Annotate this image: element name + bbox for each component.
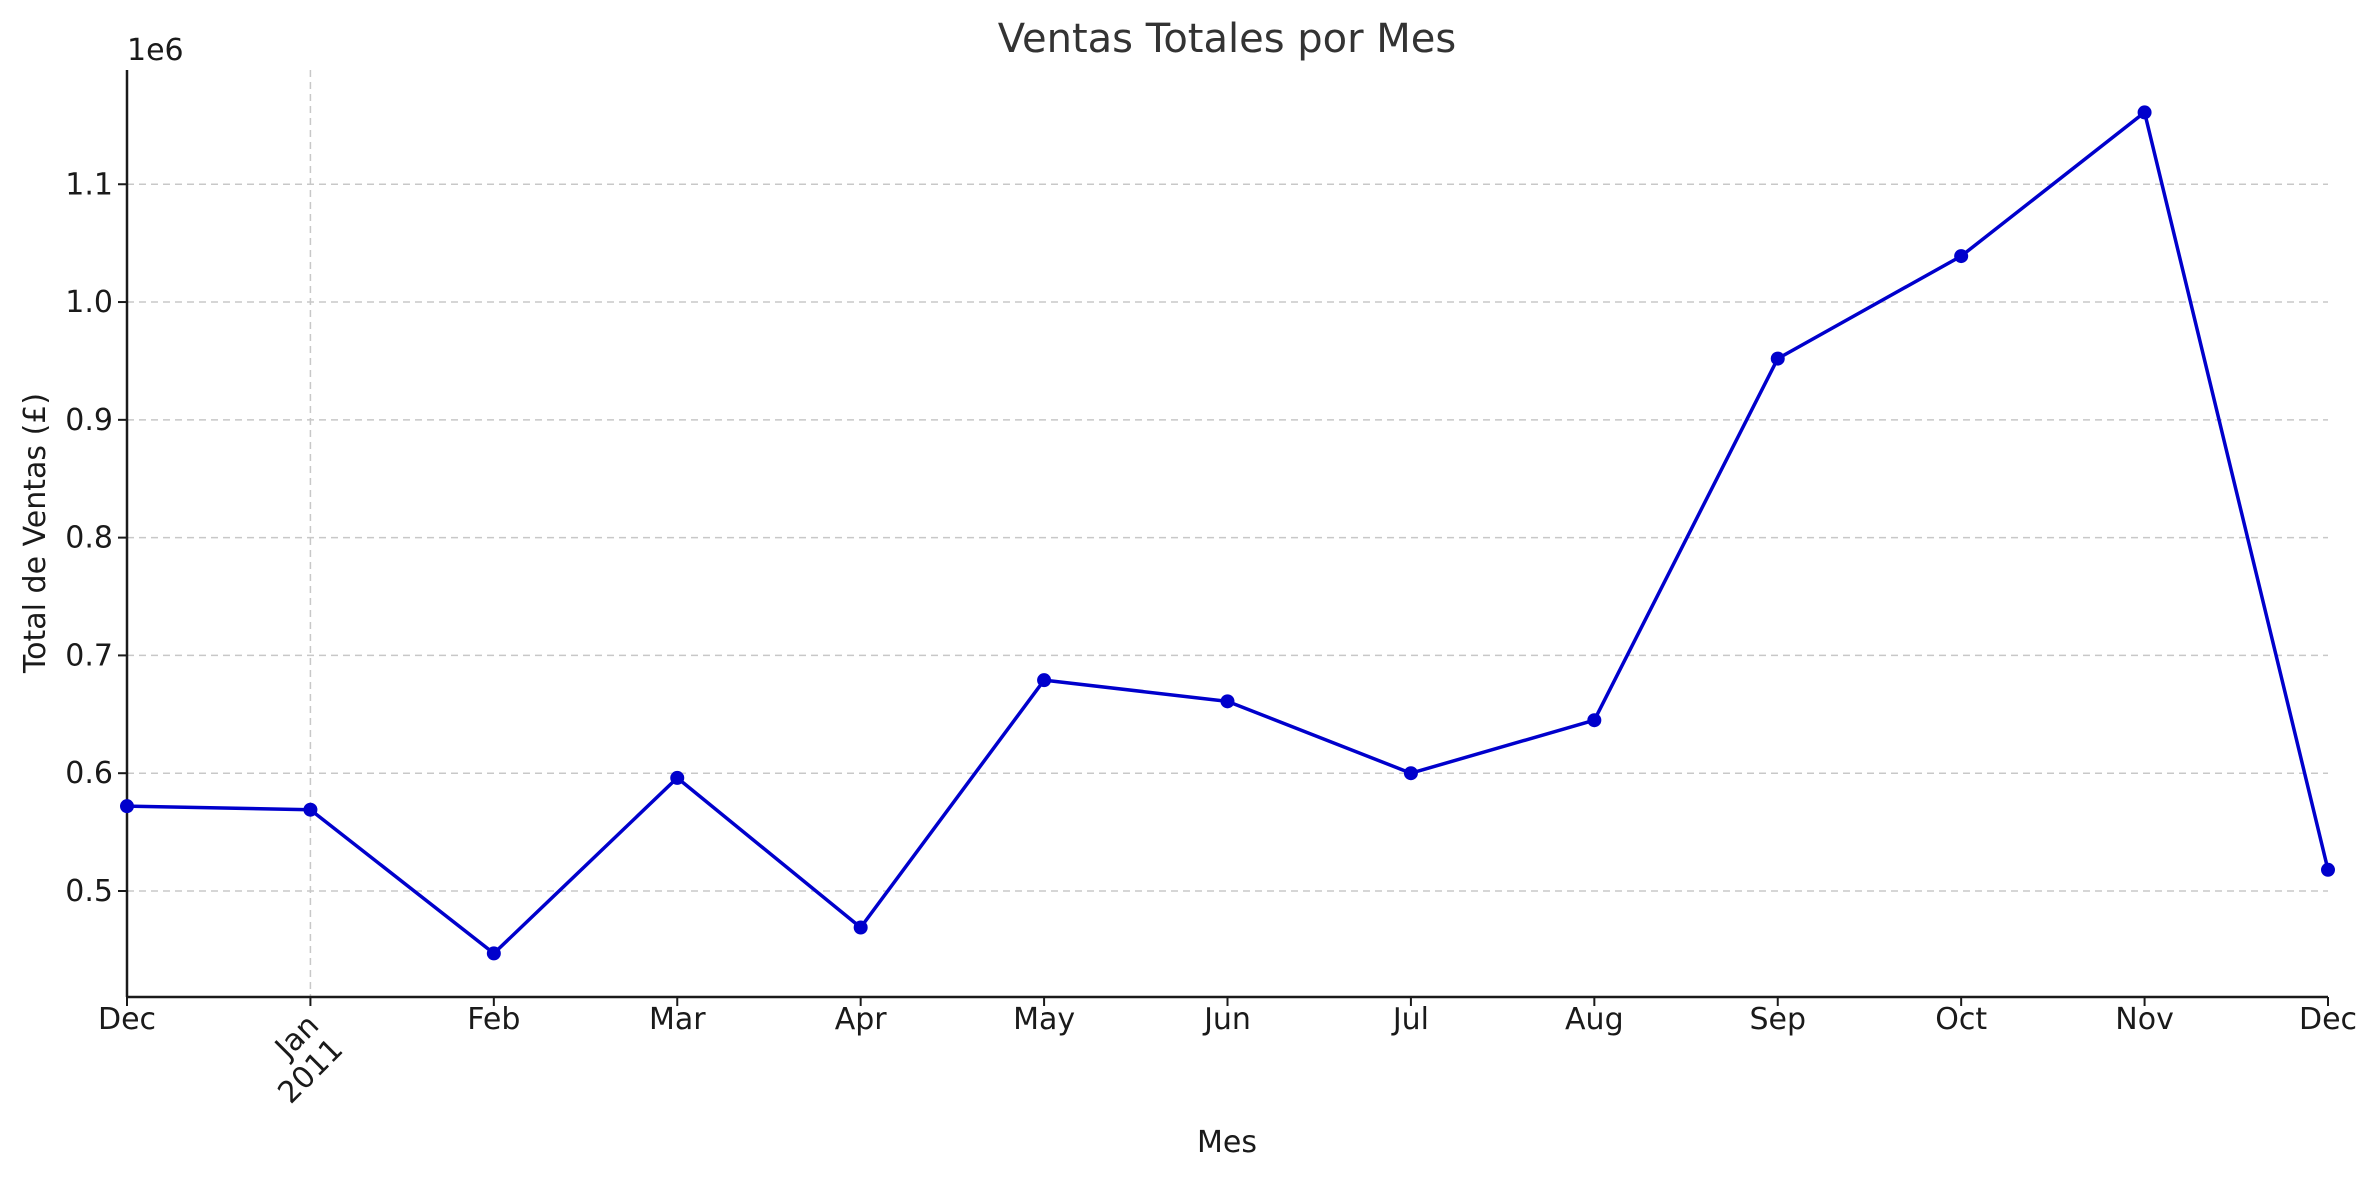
- x-tick-label: Apr: [835, 1002, 888, 1037]
- x-tick-label: May: [1013, 1002, 1075, 1037]
- x-tick-label: Nov: [2115, 1002, 2174, 1037]
- data-point: [2321, 862, 2335, 877]
- data-point: [853, 920, 868, 935]
- y-tick-label: 0.5: [65, 874, 113, 909]
- y-offset-label: 1e6: [127, 33, 184, 68]
- series: [120, 105, 2335, 961]
- x-tick-label: Mar: [649, 1002, 706, 1037]
- x-tick-label: Jun: [1202, 1002, 1251, 1037]
- y-tick-label: 1.0: [65, 285, 113, 320]
- data-point: [2137, 105, 2152, 120]
- x-tick-label: Aug: [1565, 1002, 1624, 1037]
- data-point: [1037, 673, 1052, 688]
- y-tick-label: 0.6: [65, 756, 113, 791]
- data-point: [486, 946, 501, 961]
- x-tick-label: Oct: [1935, 1002, 1987, 1037]
- series-line: [126, 110, 2330, 956]
- x-tick-label: Sep: [1749, 1002, 1806, 1037]
- data-point: [1954, 249, 1969, 264]
- x-ticks: Dec Jan2011 Feb Mar Apr May Jun Jul Aug Sep Oct Nov…: [98, 997, 2357, 1111]
- y-tick-label: 1.1: [65, 167, 113, 202]
- y-tick-label: 0.9: [65, 403, 113, 438]
- x-tick-label: Dec: [98, 1002, 156, 1037]
- data-point: [1220, 694, 1235, 709]
- y-axis-label: Total de Ventas (£): [18, 393, 53, 674]
- data-point: [303, 802, 318, 817]
- x-tick-label: Jan2011: [247, 1008, 350, 1111]
- data-point: [1770, 351, 1785, 366]
- data-point: [120, 799, 134, 814]
- axes: [125, 70, 2328, 999]
- y-ticks: 0.5 0.6 0.7 0.8 0.9 1.0 1.1: [65, 167, 127, 909]
- x-tick-label: Jul: [1391, 1002, 1429, 1037]
- data-point: [670, 770, 685, 785]
- grid: [127, 70, 2328, 997]
- y-tick-label: 0.8: [65, 521, 113, 556]
- data-point: [1403, 766, 1418, 781]
- x-axis-label: Mes: [1197, 1125, 1257, 1160]
- data-point: [1587, 713, 1602, 728]
- chart-title: Ventas Totales por Mes: [998, 16, 1457, 62]
- y-tick-label: 0.7: [65, 638, 113, 673]
- x-tick-label: Dec: [2299, 1002, 2357, 1037]
- x-tick-label: Feb: [467, 1002, 520, 1037]
